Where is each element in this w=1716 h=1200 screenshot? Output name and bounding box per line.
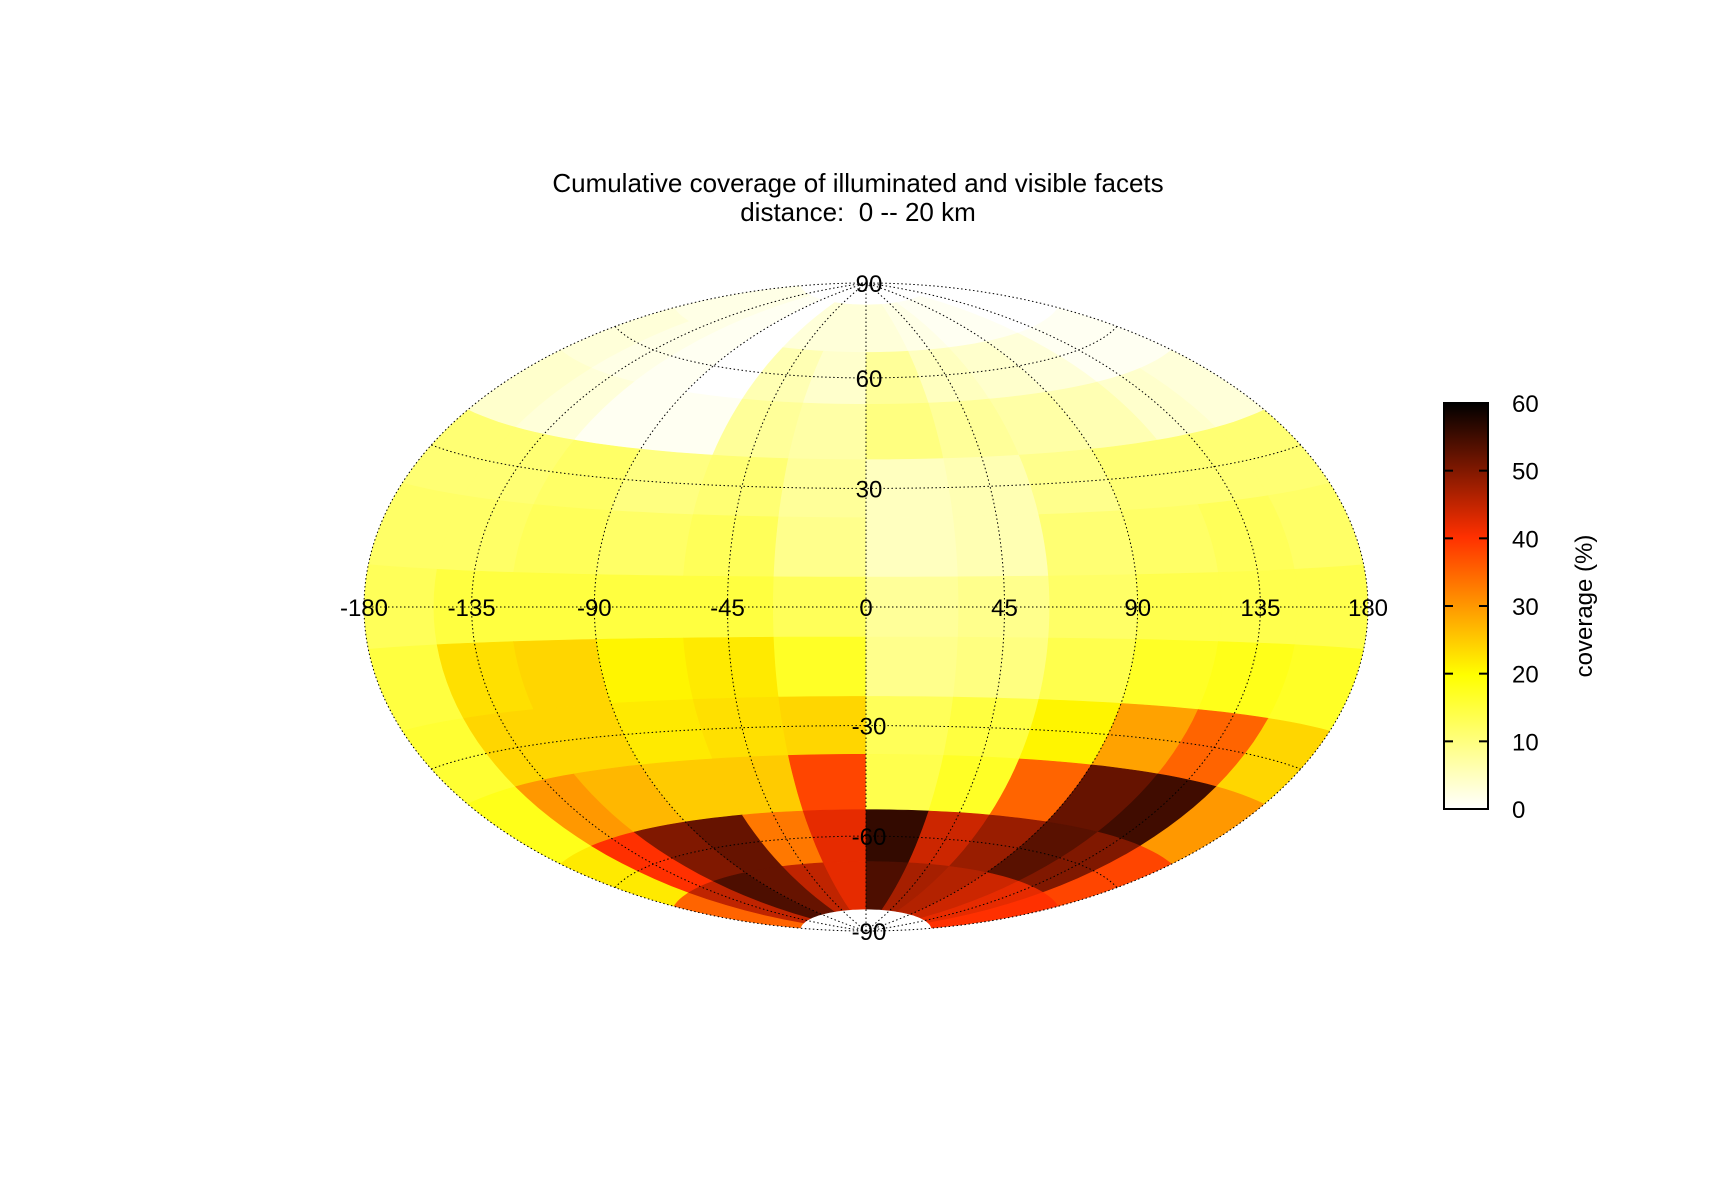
coverage-cell	[683, 514, 780, 578]
colorbar-tick-label: 40	[1512, 526, 1539, 553]
coverage-cell	[865, 636, 959, 698]
x-tick-label: -135	[448, 595, 496, 622]
x-tick-label: 135	[1240, 595, 1280, 622]
meridian-line	[726, 282, 867, 932]
parallel-line	[614, 326, 1118, 379]
meridian-line	[865, 282, 1139, 932]
coverage-cell	[1038, 510, 1137, 577]
x-tick-label: -180	[340, 595, 388, 622]
colorbar-tick-label: 60	[1512, 391, 1539, 418]
coverage-cell	[952, 636, 1049, 700]
coverage-cell	[773, 636, 867, 698]
x-tick-label: 90	[1124, 595, 1151, 622]
colorbar-label: coverage (%)	[1571, 535, 1598, 678]
y-tick-label: 90	[856, 271, 883, 298]
y-tick-label: 30	[856, 476, 883, 503]
colorbar: 0 10 20 30 40 50 60 coverage (%)	[1443, 391, 1598, 824]
coverage-cell	[773, 516, 867, 578]
y-tick-label: -90	[852, 919, 887, 946]
coverage-cell	[952, 514, 1049, 578]
colorbar-tick-label: 30	[1512, 594, 1539, 621]
meridian-line	[593, 282, 867, 932]
tick-labels: -180 -135 -90 -45 0 45 90 135 180 90 60 30 -30 -60 -90	[340, 271, 1388, 946]
graticule	[363, 282, 1369, 932]
colorbar-tick-label: 50	[1512, 459, 1539, 486]
coverage-cell	[683, 636, 780, 700]
colorbar-tick-label: 20	[1512, 662, 1539, 689]
y-tick-label: 60	[856, 366, 883, 393]
coverage-cell	[595, 637, 694, 704]
coverage-cell	[1038, 637, 1137, 704]
chart-subtitle: distance: 0 -- 20 km	[740, 197, 976, 227]
colorbar-tick-label: 10	[1512, 729, 1539, 756]
coverage-cell	[865, 516, 959, 578]
x-tick-label: 0	[859, 595, 872, 622]
coverage-cell	[927, 892, 1059, 929]
coverage-cell	[595, 510, 694, 577]
x-tick-label: 45	[991, 595, 1018, 622]
x-tick-label: -45	[710, 595, 745, 622]
x-tick-label: 180	[1348, 595, 1388, 622]
y-tick-label: -60	[852, 824, 887, 851]
parallel-line	[614, 835, 1118, 888]
colorbar-tick-label: 0	[1512, 797, 1525, 824]
y-tick-label: -30	[852, 714, 887, 741]
map-outline	[363, 282, 1369, 932]
chart-title: Cumulative coverage of illuminated and v…	[552, 168, 1164, 198]
meridian-line	[471, 282, 867, 932]
x-tick-label: -90	[577, 595, 612, 622]
